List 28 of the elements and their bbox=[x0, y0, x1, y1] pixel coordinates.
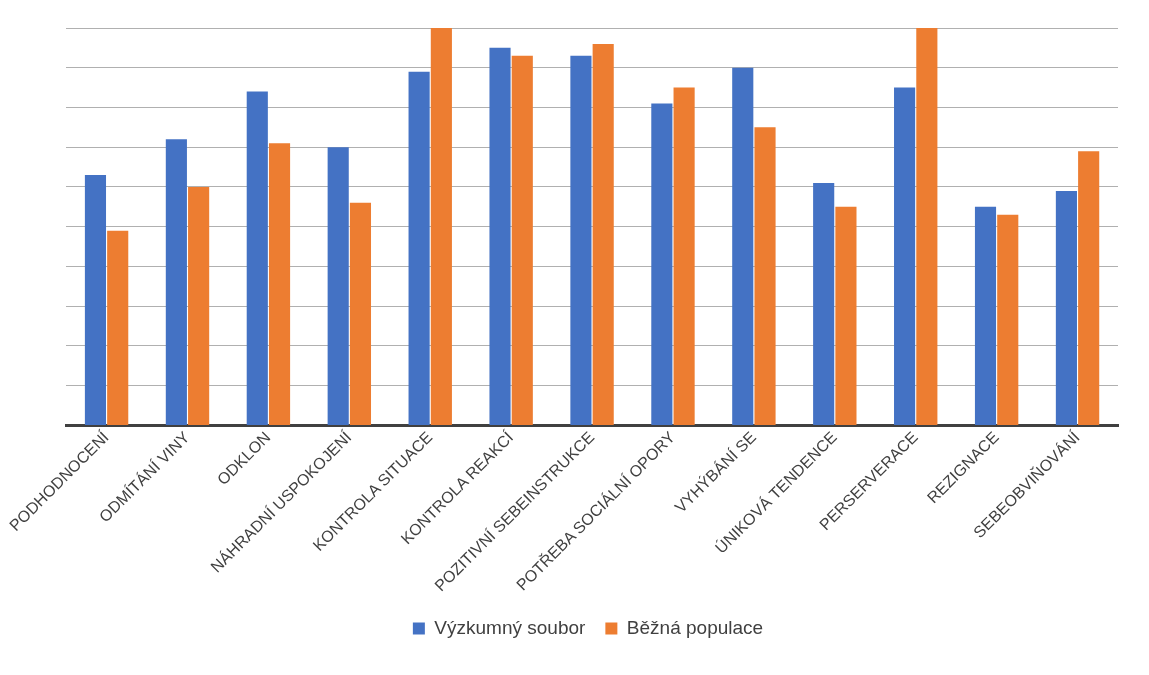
bar bbox=[165, 139, 187, 425]
bar bbox=[489, 47, 511, 425]
bar bbox=[673, 87, 695, 425]
legend-label: Výzkumný soubor bbox=[434, 616, 587, 638]
bar bbox=[732, 67, 754, 425]
bar bbox=[84, 175, 107, 425]
bar bbox=[327, 147, 349, 425]
bar bbox=[511, 55, 533, 425]
bar bbox=[1078, 151, 1100, 425]
bar bbox=[188, 186, 210, 425]
bar bbox=[570, 55, 592, 425]
bar bbox=[997, 214, 1019, 425]
bar bbox=[268, 143, 291, 425]
bar bbox=[246, 91, 268, 425]
bar bbox=[916, 28, 938, 425]
legend-label: Běžná populace bbox=[626, 616, 764, 638]
bar bbox=[754, 127, 776, 425]
bar bbox=[813, 182, 835, 425]
bar bbox=[349, 202, 372, 425]
bar bbox=[1055, 190, 1077, 425]
bar bbox=[107, 230, 129, 425]
bar bbox=[430, 28, 452, 425]
bar bbox=[408, 71, 430, 425]
bar bbox=[651, 103, 673, 425]
bar bbox=[835, 206, 857, 425]
bar bbox=[974, 206, 997, 425]
bar bbox=[894, 87, 916, 425]
bar bbox=[592, 43, 614, 425]
